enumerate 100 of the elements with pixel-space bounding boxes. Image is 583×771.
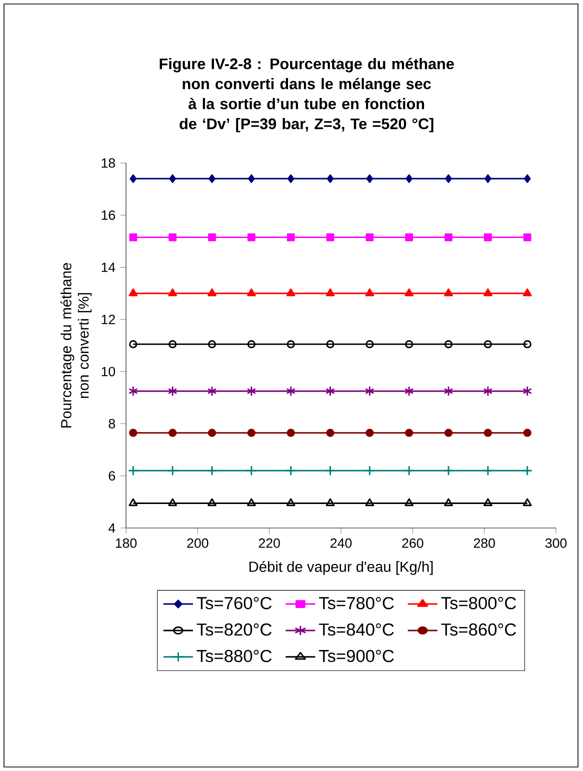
point: [286, 288, 296, 296]
point: [522, 288, 532, 296]
point: [286, 498, 296, 506]
x-tick-label: 280: [474, 538, 495, 548]
point: [246, 498, 256, 506]
point: [208, 428, 216, 437]
point: [484, 233, 492, 242]
x-tick-label: 200: [187, 538, 208, 548]
legend-label: Ts=780°C: [319, 596, 394, 610]
point: [522, 386, 532, 396]
point: [482, 465, 494, 476]
point: [404, 386, 414, 396]
point: [444, 386, 454, 396]
legend-label: Ts=860°C: [441, 623, 516, 636]
point: [404, 288, 414, 296]
point: [246, 288, 256, 296]
point: [326, 340, 334, 348]
point: [326, 288, 335, 296]
legend-label: Ts=880°C: [196, 650, 272, 662]
point: [208, 340, 216, 348]
y-tick-label: 18: [102, 158, 116, 168]
point: [326, 174, 334, 183]
point: [366, 428, 374, 437]
point: [366, 174, 374, 183]
point: [287, 174, 294, 183]
point: [405, 428, 414, 437]
y-tick-label: 8: [108, 418, 116, 428]
point: [286, 233, 295, 242]
point: [168, 340, 177, 348]
point: [128, 498, 138, 506]
point: [168, 386, 178, 396]
point: [128, 288, 138, 296]
point: [365, 498, 374, 506]
y-axis-title: Pourcentage du méthane non converti [%]: [60, 263, 92, 428]
point: [365, 386, 374, 396]
point: [208, 233, 216, 242]
point: [366, 340, 374, 348]
chart-title: Figure IV-2-8 : Pourcentage du méthane non converti dans le mélange sec à la sortie d’un tube en fonction de ‘Dv’ [P=39 bar, Z=3, Te =520 °C]: [160, 58, 454, 132]
point: [248, 174, 255, 183]
point: [129, 428, 138, 437]
point: [324, 465, 336, 476]
point: [326, 428, 334, 437]
point: [168, 498, 178, 506]
legend-label: Ts=900°C: [319, 650, 394, 662]
x-axis-title: Débit de vapeur d'eau [Kg/h]: [249, 561, 433, 575]
legend-label: Ts=840°C: [319, 623, 394, 636]
point: [484, 174, 492, 183]
y-tick-label: 12: [102, 314, 115, 324]
point: [366, 233, 374, 242]
point: [364, 465, 375, 476]
point: [524, 174, 531, 183]
point: [130, 174, 137, 183]
point: [208, 288, 216, 296]
point: [169, 174, 176, 183]
point: [444, 498, 453, 506]
point: [483, 386, 493, 396]
point: [286, 386, 296, 396]
y-tick-label: 10: [102, 366, 116, 376]
point: [405, 340, 414, 348]
point: [207, 386, 217, 396]
point: [246, 465, 257, 476]
x-tick-label: 180: [116, 538, 137, 548]
point: [523, 428, 532, 437]
point: [247, 428, 256, 437]
point: [168, 288, 178, 296]
point: [246, 386, 256, 396]
x-tick-label: 260: [402, 538, 424, 548]
point: [444, 288, 453, 296]
point: [522, 465, 533, 476]
x-tick-label: 300: [545, 538, 567, 548]
y-tick-label: 6: [108, 471, 116, 481]
point: [129, 233, 138, 242]
point: [326, 386, 335, 396]
point: [483, 288, 492, 296]
y-tick-label: 4: [108, 523, 116, 533]
point: [444, 233, 452, 242]
point: [404, 498, 414, 506]
point: [445, 174, 452, 183]
y-tick-label: 16: [102, 210, 116, 220]
point: [168, 233, 177, 242]
point: [286, 428, 295, 437]
point: [406, 174, 413, 183]
legend-label: Ts=800°C: [441, 596, 516, 610]
point: [326, 233, 334, 242]
point: [208, 498, 216, 506]
point: [206, 465, 218, 476]
point: [443, 465, 454, 476]
point: [167, 465, 178, 476]
point: [484, 340, 492, 348]
point: [286, 340, 295, 348]
point: [128, 465, 138, 476]
point: [247, 233, 256, 242]
x-tick-label: 240: [330, 538, 352, 548]
point: [405, 233, 414, 242]
legend-label: Ts=760°C: [196, 596, 272, 610]
point: [522, 498, 532, 506]
point: [444, 340, 453, 348]
point: [128, 386, 138, 396]
point: [483, 498, 492, 506]
point: [168, 428, 177, 437]
